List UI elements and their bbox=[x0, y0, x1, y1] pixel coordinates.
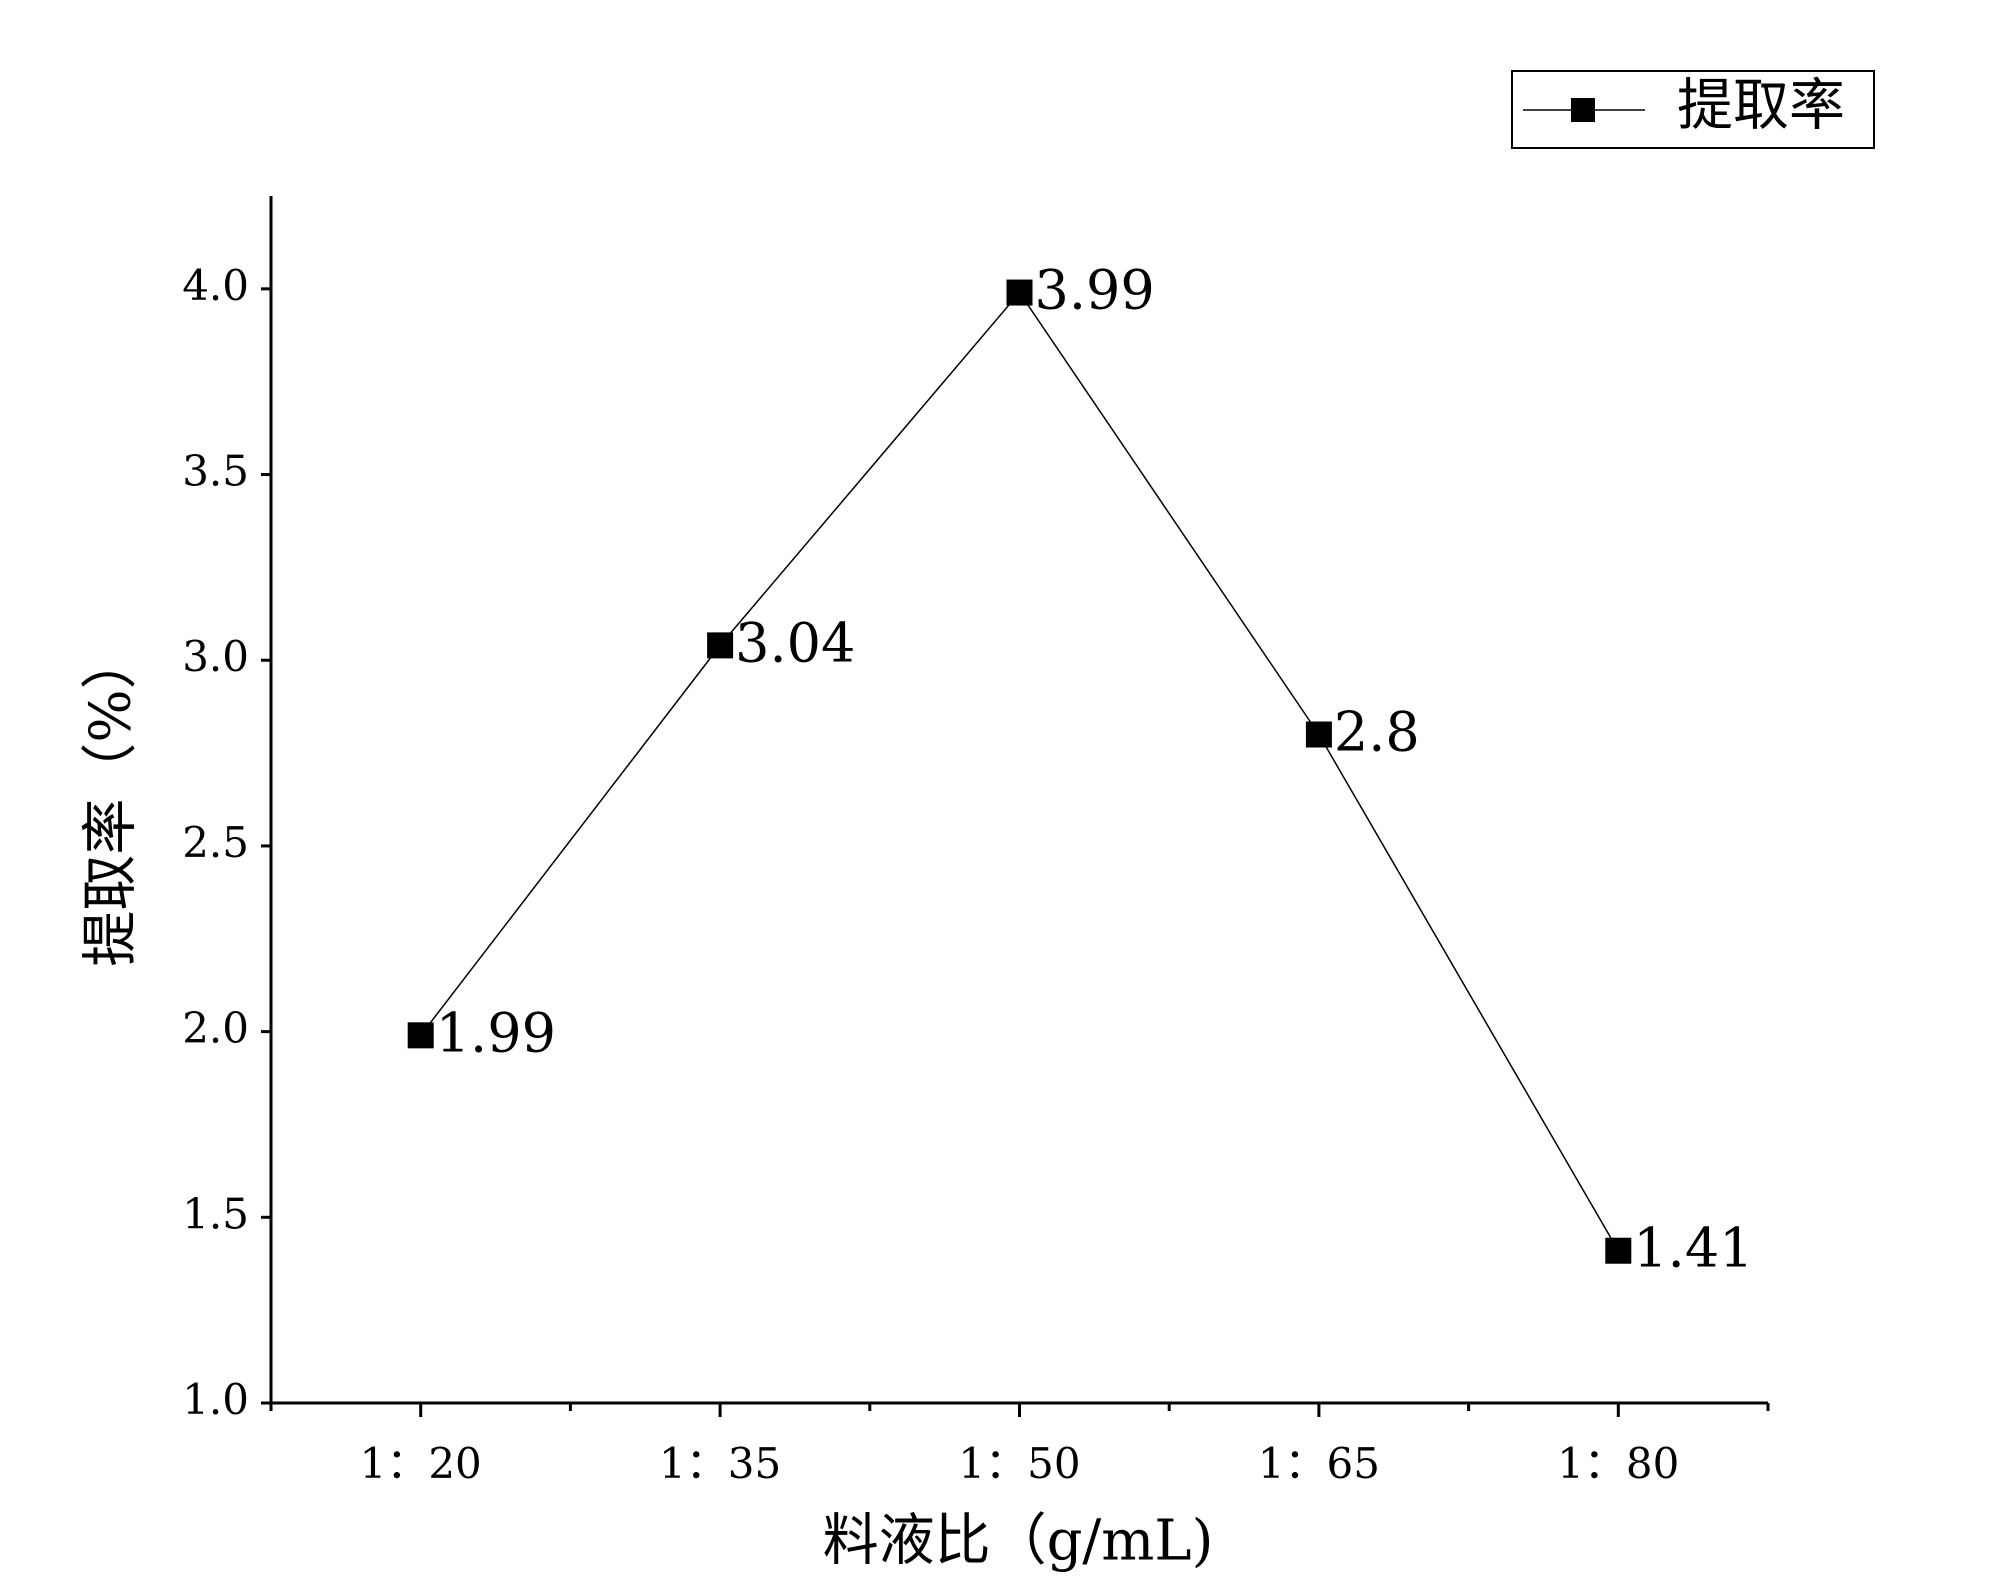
marker bbox=[407, 1022, 434, 1049]
y-tick-label: 2.5 bbox=[182, 818, 249, 867]
marker bbox=[707, 632, 734, 659]
x-tick-label: 1：65 bbox=[1258, 1439, 1380, 1488]
data-label: 3.99 bbox=[1035, 259, 1155, 322]
x-axis-title: 料液比（g/mL) bbox=[823, 1509, 1214, 1574]
x-tick-label: 1：80 bbox=[1557, 1439, 1679, 1488]
y-tick-label: 2.0 bbox=[182, 1004, 249, 1053]
x-tick-label: 1：20 bbox=[360, 1439, 482, 1488]
y-tick-label: 4.0 bbox=[182, 261, 249, 310]
data-label: 2.8 bbox=[1334, 701, 1420, 764]
data-label: 1.41 bbox=[1633, 1217, 1753, 1280]
x-tick-label: 1：50 bbox=[958, 1439, 1080, 1488]
y-axis-title: 提取率（%） bbox=[79, 633, 144, 966]
y-tick-label: 3.0 bbox=[182, 632, 249, 681]
y-tick-label: 3.5 bbox=[182, 447, 249, 496]
marker bbox=[1605, 1237, 1632, 1264]
data-label: 3.04 bbox=[735, 611, 855, 674]
legend-label: 提取率 bbox=[1677, 74, 1845, 139]
x-tick-label: 1：35 bbox=[659, 1439, 781, 1488]
marker bbox=[1006, 279, 1033, 306]
y-tick-label: 1.5 bbox=[182, 1189, 249, 1238]
legend-marker bbox=[1571, 98, 1595, 122]
legend-box bbox=[1511, 70, 1875, 149]
marker bbox=[1305, 721, 1332, 748]
data-label: 1.99 bbox=[436, 1001, 556, 1064]
y-tick-label: 1.0 bbox=[182, 1375, 249, 1424]
